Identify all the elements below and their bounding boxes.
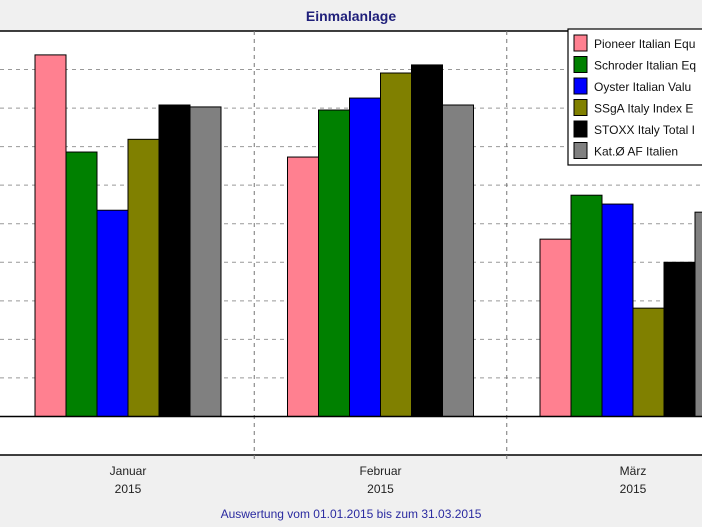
bar-4-januar: [158, 104, 191, 417]
legend-label: Schroder Italian Eq: [594, 59, 696, 73]
bar-2-januar: [96, 209, 129, 417]
legend: Pioneer Italian Equ Schroder Italian Eq Oy…: [567, 28, 702, 166]
x-tick-year: 2015: [115, 482, 142, 496]
bar-3-januar: [127, 138, 160, 417]
x-tick-label: März: [620, 464, 647, 478]
legend-label: STOXX Italy Total I: [594, 123, 695, 137]
legend-label: SSgA Italy Index E: [594, 102, 693, 116]
bar-0-märz: [539, 238, 572, 417]
bar-4-februar: [411, 64, 443, 417]
bar-1-märz: [570, 194, 603, 417]
x-tick-year: 2015: [367, 482, 394, 496]
bar-0-januar: [34, 54, 67, 417]
legend-swatch: [573, 34, 588, 52]
bar-5-februar: [442, 104, 474, 417]
x-tick-label: Januar: [110, 464, 147, 478]
bar-0-februar: [287, 156, 319, 417]
bar-2-märz: [601, 203, 634, 417]
bar-1-februar: [318, 109, 350, 417]
legend-swatch: [573, 142, 588, 159]
bar-1-januar: [65, 151, 98, 417]
legend-swatch: [573, 120, 588, 138]
x-tick-label: Februar: [359, 464, 401, 478]
legend-label: Pioneer Italian Equ: [594, 37, 695, 51]
legend-swatch: [573, 99, 588, 116]
x-tick-year: 2015: [620, 482, 647, 496]
legend-label: Oyster Italian Valu: [594, 80, 691, 94]
legend-swatch: [573, 77, 588, 95]
chart-footer: Auswertung vom 01.01.2015 bis zum 31.03.…: [221, 507, 482, 521]
legend-label: Kat.Ø AF Italien: [594, 145, 678, 159]
bar-5-januar: [189, 106, 222, 417]
legend-box: [567, 28, 702, 166]
bar-3-februar: [380, 72, 412, 417]
bar-5-märz: [694, 211, 702, 417]
bar-4-märz: [663, 261, 696, 417]
bar-2-februar: [349, 97, 381, 417]
bar-3-märz: [632, 307, 665, 417]
legend-swatch: [573, 56, 588, 73]
chart-title: Einmalanlage: [306, 8, 396, 24]
